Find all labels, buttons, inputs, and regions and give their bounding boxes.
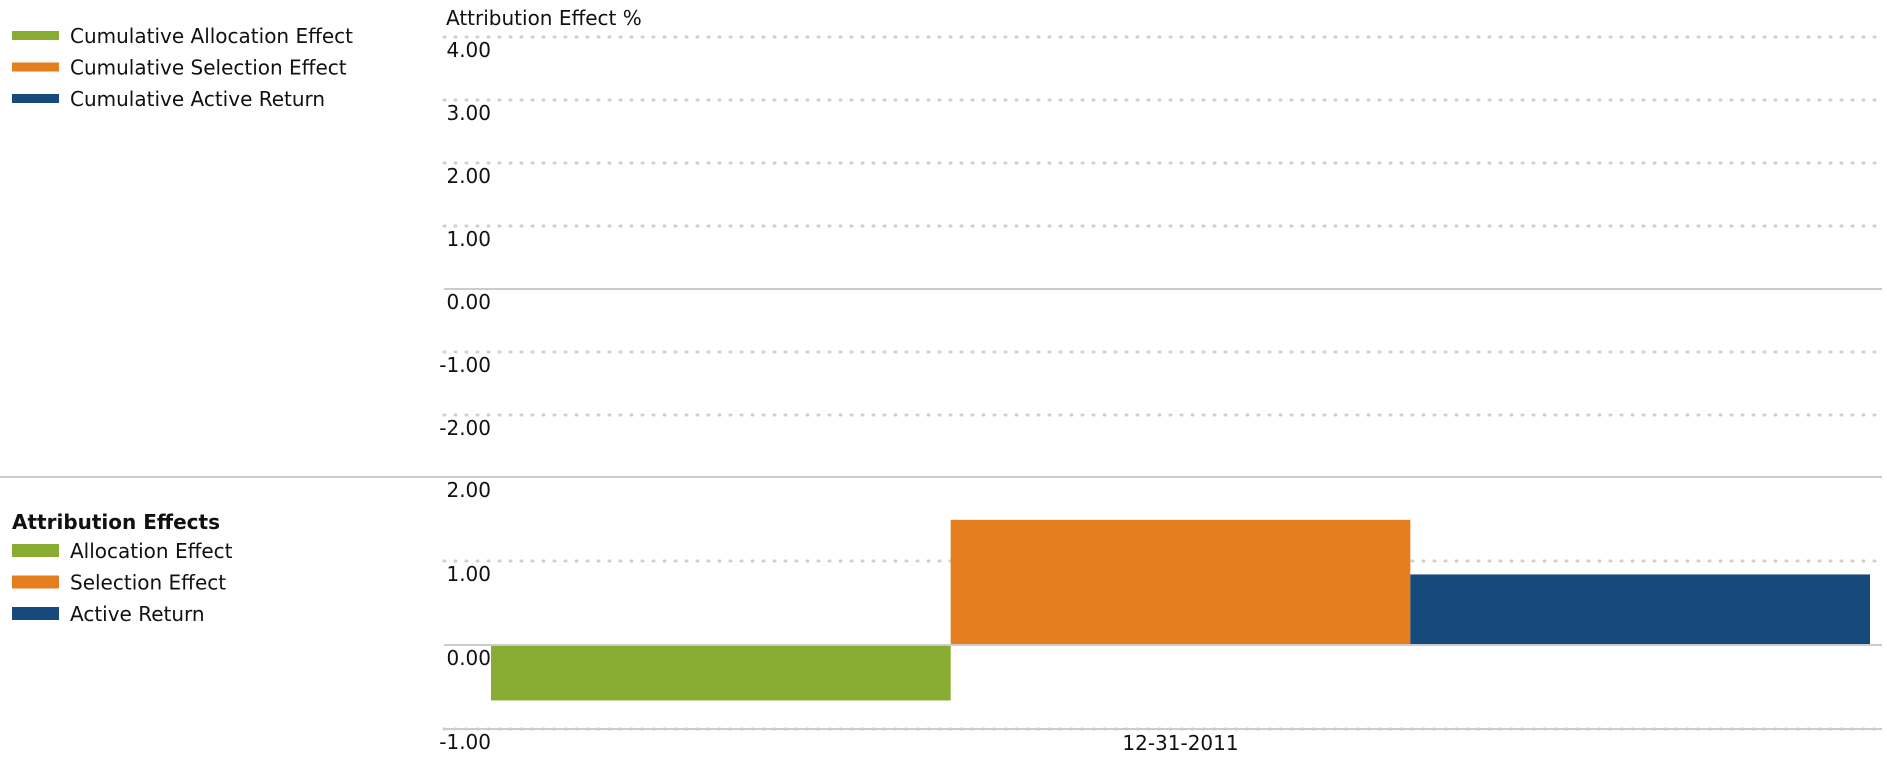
bar [1410, 574, 1870, 645]
y-tick-label-top: 2.00 [446, 164, 491, 188]
legend-swatch-top [12, 62, 59, 72]
y-tick-label-bottom: 2.00 [446, 478, 491, 502]
y-tick-label-top: 4.00 [446, 38, 491, 62]
y-tick-label-top: -1.00 [439, 353, 491, 377]
y-tick-label-bottom: 1.00 [446, 562, 491, 586]
y-tick-label-top: -2.00 [439, 416, 491, 440]
y-tick-label-bottom: 0.00 [446, 646, 491, 670]
legend-swatch-bottom [12, 607, 59, 620]
y-tick-label-top: 0.00 [446, 290, 491, 314]
legend-swatch-bottom [12, 544, 59, 557]
legend-title-bottom: Attribution Effects [12, 510, 220, 534]
y-tick-label-top: 1.00 [446, 227, 491, 251]
legend-label-top: Cumulative Selection Effect [70, 56, 347, 80]
legend-label-bottom: Allocation Effect [70, 539, 233, 563]
bar [491, 645, 951, 701]
y-tick-label-top: 3.00 [446, 101, 491, 125]
legend-label-bottom: Selection Effect [70, 571, 226, 595]
legend-swatch-bottom [12, 575, 59, 589]
x-tick-label: 12-31-2011 [1122, 731, 1238, 753]
y-axis-title: Attribution Effect % [446, 6, 642, 30]
legend-swatch-top [12, 31, 59, 40]
legend-label-bottom: Active Return [70, 602, 205, 626]
bar [950, 519, 1411, 645]
legend-label-top: Cumulative Active Return [70, 87, 325, 111]
legend-swatch-top [12, 94, 59, 103]
y-tick-label-bottom: -1.00 [439, 730, 491, 753]
legend-label-top: Cumulative Allocation Effect [70, 24, 353, 48]
